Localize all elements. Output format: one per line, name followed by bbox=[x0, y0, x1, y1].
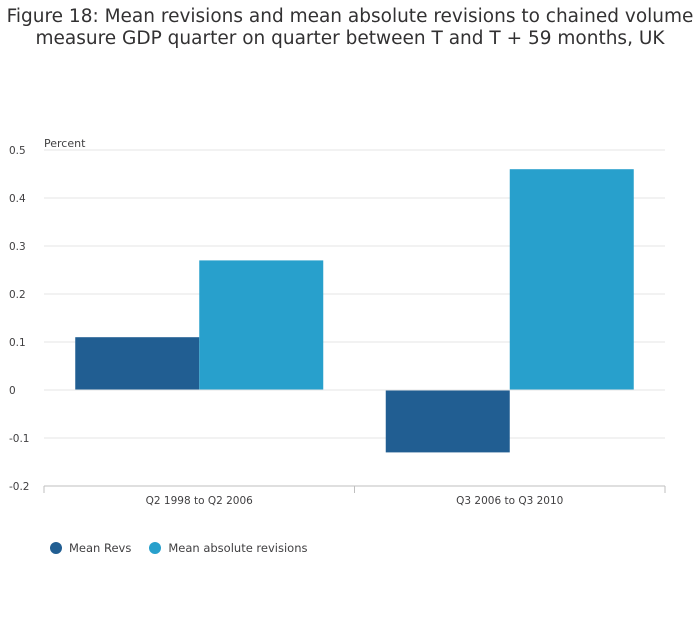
bar-mean-revs[interactable] bbox=[75, 337, 200, 390]
y-tick-label: 0.4 bbox=[9, 193, 26, 205]
legend-label-mean-revs: Mean Revs bbox=[69, 541, 132, 555]
y-tick-label: 0.3 bbox=[9, 241, 26, 253]
legend-label-mean-absolute-revisions: Mean absolute revisions bbox=[168, 541, 308, 555]
bar-mean-revs[interactable] bbox=[385, 390, 510, 453]
legend-marker-mean-revs bbox=[50, 542, 62, 554]
y-axis-unit-label: Percent bbox=[44, 137, 86, 150]
chart-title-line-1: Figure 18: Mean revisions and mean absol… bbox=[6, 6, 694, 27]
chart-title: Figure 18: Mean revisions and mean absol… bbox=[0, 6, 700, 50]
chart-title-line-2: measure GDP quarter on quarter between T… bbox=[35, 28, 665, 49]
bars bbox=[75, 169, 634, 453]
y-tick-label: 0.5 bbox=[9, 145, 26, 157]
legend-item-mean-revs[interactable]: Mean Revs bbox=[50, 541, 131, 555]
y-tick-label: 0 bbox=[9, 385, 16, 397]
y-tick-label: -0.2 bbox=[9, 481, 30, 493]
y-tick-label: -0.1 bbox=[9, 433, 30, 445]
x-tick-label: Q3 2006 to Q3 2010 bbox=[456, 495, 563, 507]
bar-mean-absolute-revisions[interactable] bbox=[509, 169, 634, 390]
x-tick-label: Q2 1998 to Q2 2006 bbox=[146, 495, 254, 507]
y-tick-label: 0.2 bbox=[9, 289, 26, 301]
x-axis bbox=[43, 389, 666, 493]
y-tick-label: 0.1 bbox=[9, 337, 26, 349]
legend-marker-mean-absolute-revisions bbox=[149, 542, 162, 554]
bar-mean-absolute-revisions[interactable] bbox=[199, 260, 324, 390]
tick-labels: 0.5 0.4 0.3 0.2 0.1 0 -0.1 -0.2 Q2 1998 to Q2 20… bbox=[9, 145, 563, 507]
legend: Mean Revs Mean absolute revisions bbox=[50, 541, 325, 555]
legend-item-mean-absolute-revisions[interactable]: Mean absolute revisions bbox=[149, 541, 307, 555]
